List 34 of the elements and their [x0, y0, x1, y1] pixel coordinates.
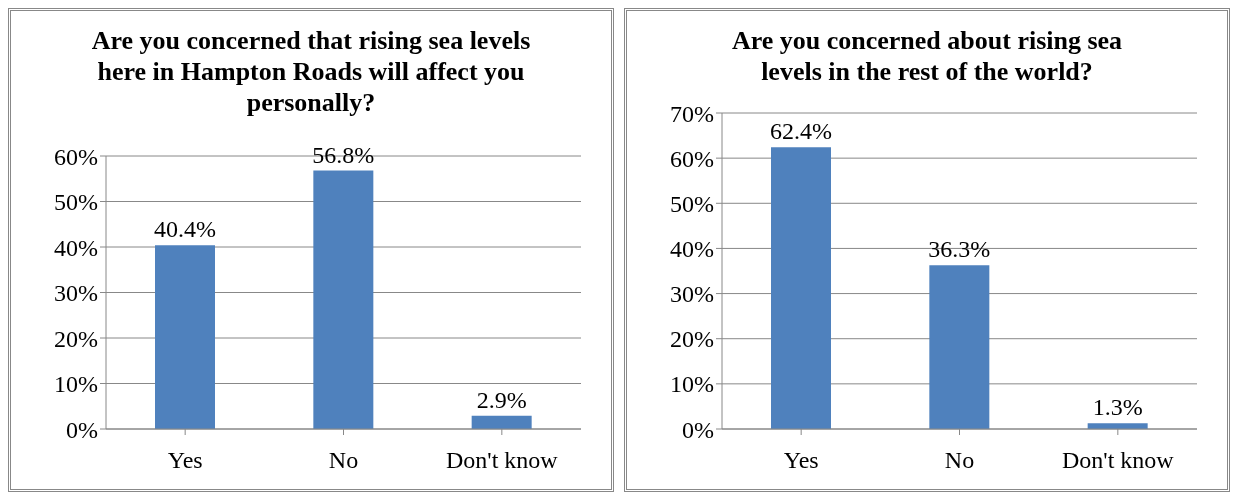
y-tick-label: 50%: [670, 190, 714, 217]
y-tick-label: 60%: [670, 145, 714, 172]
data-label: 62.4%: [770, 118, 832, 145]
x-tick-label: No: [328, 447, 359, 474]
bar: [313, 170, 374, 429]
y-tick-label: 10%: [54, 371, 98, 398]
bar: [771, 147, 831, 429]
chart-title: Are you concerned that rising sea levels here in Hampton Roads will affect you personally?: [90, 25, 532, 118]
data-label: 1.3%: [1092, 394, 1143, 421]
chart-title: Are you concerned about rising sea levels in the rest of the world?: [730, 25, 1124, 87]
bar: [155, 245, 215, 429]
data-label: 2.9%: [476, 386, 527, 413]
y-tick-label: 40%: [54, 234, 98, 261]
x-tick-label: Don't know: [1062, 447, 1175, 474]
bar: [471, 415, 532, 429]
y-tick-label: 40%: [670, 235, 714, 262]
y-tick-label: 50%: [54, 189, 98, 216]
y-tick-label: 60%: [54, 143, 98, 170]
y-tick-label: 30%: [670, 281, 714, 308]
data-label: 40.4%: [154, 216, 216, 243]
x-tick-label: Don't know: [446, 447, 559, 474]
y-tick-label: 10%: [670, 371, 714, 398]
y-tick-label: 20%: [54, 325, 98, 352]
data-label: 56.8%: [312, 141, 375, 168]
y-tick-label: 30%: [54, 280, 98, 307]
y-tick-label: 0%: [66, 416, 98, 443]
y-tick-label: 20%: [670, 326, 714, 353]
bar: [929, 265, 990, 429]
x-tick-label: No: [944, 447, 975, 474]
y-tick-label: 70%: [670, 100, 714, 127]
x-tick-label: Yes: [167, 447, 203, 474]
y-tick-label: 0%: [682, 416, 714, 443]
x-tick-label: Yes: [783, 447, 819, 474]
data-label: 36.3%: [928, 236, 991, 263]
